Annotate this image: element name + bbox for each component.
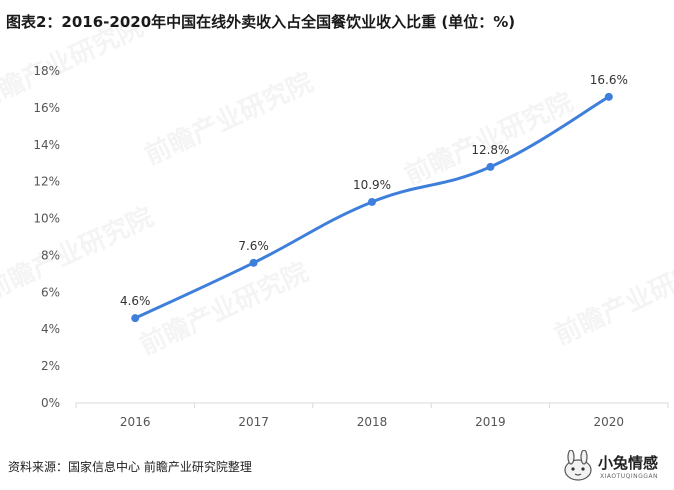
rabbit-logo-icon: [564, 450, 592, 481]
watermark-text: 前瞻产业研究院: [400, 86, 578, 191]
data-label: 4.6%: [120, 294, 151, 308]
x-tick-label: 2020: [594, 415, 625, 429]
brand-name: 小兔情感: [598, 454, 659, 472]
data-label: 7.6%: [238, 239, 269, 253]
data-label: 16.6%: [590, 73, 628, 87]
data-point: [486, 162, 495, 171]
y-tick-label: 12%: [33, 175, 60, 189]
x-tick-label: 2016: [120, 415, 151, 429]
watermark-text: 前瞻产业研究院: [140, 66, 318, 171]
x-tick-label: 2018: [357, 415, 388, 429]
x-axis: 2016 2017 2018 2019 2020: [75, 403, 669, 429]
data-point: [368, 197, 376, 206]
data-point: [131, 314, 140, 323]
chart-title: 图表2：2016-2020年中国在线外卖收入占全国餐饮业收入比重 (单位：%): [6, 13, 516, 31]
y-tick-label: 4%: [41, 322, 60, 336]
x-tick-label: 2019: [475, 415, 506, 429]
watermark-text: 前瞻产业研究院: [0, 201, 158, 306]
data-point: [249, 258, 258, 267]
brand-subtitle: XIAOTUQINGGAN: [600, 473, 659, 480]
y-tick-label: 14%: [33, 138, 60, 152]
data-label: 12.8%: [471, 143, 509, 157]
y-tick-label: 18%: [33, 64, 60, 78]
y-tick-label: 10%: [33, 212, 60, 226]
y-tick-label: 0%: [41, 396, 60, 410]
data-labels: 4.6% 7.6% 10.9% 12.8% 16.6%: [120, 73, 628, 308]
data-point: [604, 92, 613, 101]
brand-badge: 小兔情感 XIAOTUQINGGAN: [556, 446, 674, 486]
y-axis: 0% 2% 4% 6% 8% 10% 12% 14% 16% 18%: [33, 64, 60, 410]
watermark-text: 前瞻产业研究院: [550, 246, 674, 351]
y-tick-label: 8%: [41, 248, 60, 262]
data-points: [131, 92, 613, 323]
y-tick-label: 16%: [33, 101, 60, 115]
watermark-text: 前瞻产业研究院: [0, 11, 148, 116]
watermark-text: 前瞻产业研究院: [135, 256, 313, 361]
source-note: 资料来源：国家信息中心 前瞻产业研究院整理: [8, 460, 252, 474]
x-tick-label: 2017: [238, 415, 269, 429]
data-label: 10.9%: [353, 178, 391, 192]
y-tick-label: 2%: [41, 359, 60, 373]
y-tick-label: 6%: [41, 285, 60, 299]
